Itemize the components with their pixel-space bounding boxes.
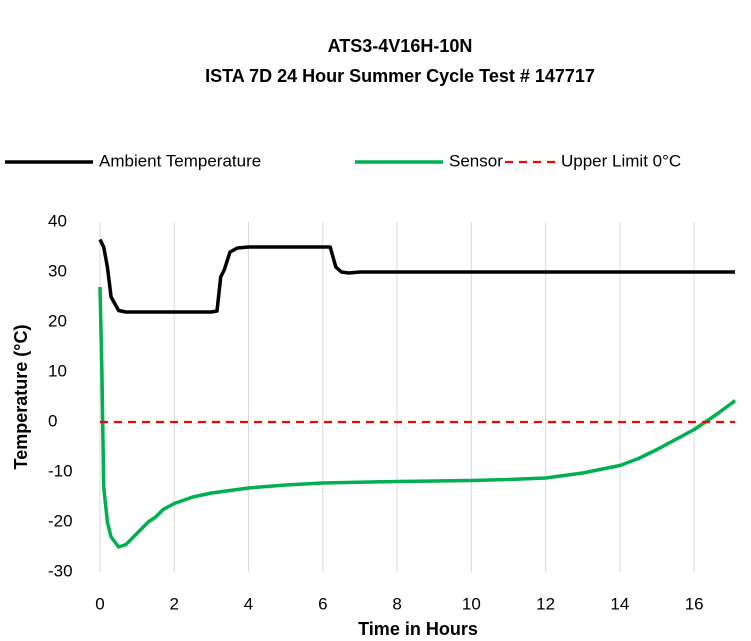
y-tick-label: 20 [48,311,67,330]
y-tick-label: -10 [48,461,73,480]
y-tick-label: 10 [48,361,67,380]
x-tick-label: 6 [318,594,327,613]
y-tick-label: 40 [48,211,67,230]
y-tick-label: -30 [48,561,73,580]
x-tick-label: 16 [685,594,704,613]
chart-title: ATS3-4V16H-10N [328,36,473,56]
x-axis-label: Time in Hours [358,619,478,639]
line-series [98,238,735,314]
line-series [98,286,737,549]
chart-subtitle: ISTA 7D 24 Hour Summer Cycle Test # 1477… [205,66,595,86]
y-tick-label: -20 [48,511,73,530]
x-tick-label: 8 [392,594,401,613]
y-tick-label: 30 [48,261,67,280]
legend-label: Upper Limit 0°C [561,151,681,170]
x-tick-label: 4 [244,594,253,613]
x-tick-label: 12 [536,594,555,613]
x-tick-label: 2 [170,594,179,613]
y-axis-label: Temperature (°C) [11,325,31,470]
legend-label: Ambient Temperature [99,151,261,170]
x-tick-label: 14 [610,594,629,613]
y-tick-label: 0 [48,411,57,430]
x-tick-label: 0 [95,594,104,613]
legend-label: Sensor [449,151,503,170]
x-tick-label: 10 [462,594,481,613]
